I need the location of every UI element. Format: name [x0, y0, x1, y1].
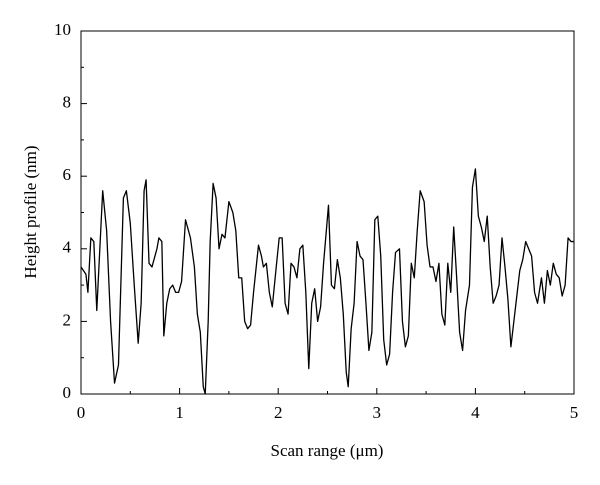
- x-tick-label: 0: [77, 403, 86, 422]
- x-axis-label: Scan range (μm): [271, 441, 384, 460]
- x-tick-label: 3: [373, 403, 382, 422]
- y-axis-label: Height profile (nm): [21, 145, 40, 278]
- x-tick-label: 1: [175, 403, 184, 422]
- x-tick-label: 5: [570, 403, 579, 422]
- y-tick-label: 4: [63, 238, 72, 257]
- y-tick-label: 6: [63, 165, 72, 184]
- y-tick-label: 2: [63, 310, 72, 329]
- x-tick-label: 4: [471, 403, 480, 422]
- y-tick-label: 0: [63, 383, 72, 402]
- profile-line: [80, 168, 574, 395]
- x-tick-label: 2: [274, 403, 283, 422]
- y-tick-label: 8: [63, 93, 72, 112]
- y-tick-label: 10: [54, 20, 71, 39]
